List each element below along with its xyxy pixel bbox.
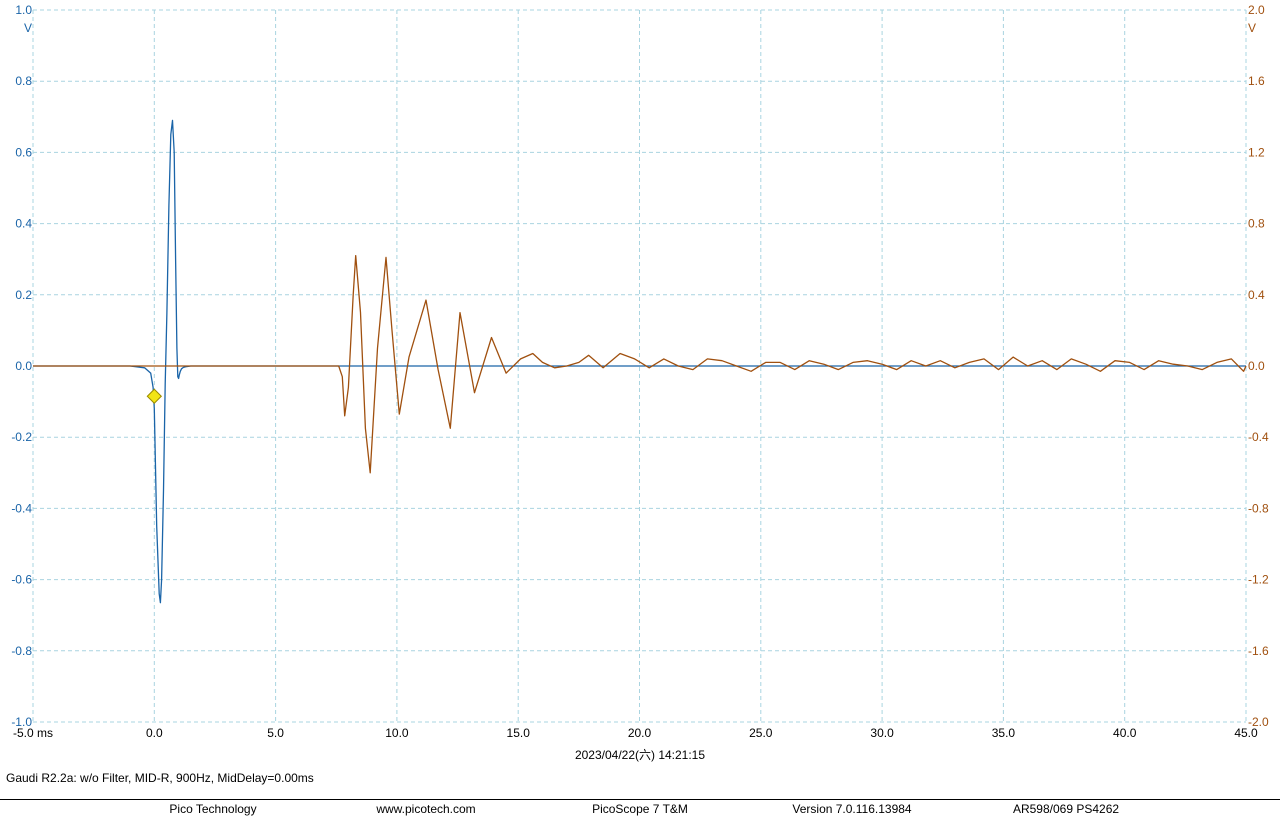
x-tick-label: 10.0: [385, 726, 409, 740]
capture-timestamp: 2023/04/22(六) 14:21:15: [574, 748, 706, 762]
left-axis-unit: V: [24, 21, 32, 35]
channel-b-trace: [33, 254, 1247, 474]
left-y-tick-label: 1.0: [15, 3, 32, 17]
x-tick-label: 45.0: [1234, 726, 1258, 740]
footer-company: Pico Technology: [169, 802, 257, 816]
left-y-tick-label: -0.8: [11, 644, 32, 658]
x-tick-label: 25.0: [749, 726, 773, 740]
x-tick-label: 15.0: [507, 726, 531, 740]
left-y-tick-label: 0.4: [15, 217, 32, 231]
footer-device: AR598/069 PS4262: [1012, 802, 1120, 816]
right-y-tick-label: 0.4: [1248, 288, 1265, 302]
x-tick-label: -5.0 ms: [13, 726, 53, 740]
left-y-tick-label: -0.4: [11, 501, 32, 515]
left-y-tick-label: 0.8: [15, 74, 32, 88]
right-y-tick-label: -1.2: [1248, 573, 1269, 587]
capture-caption: Gaudi R2.2a: w/o Filter, MID-R, 900Hz, M…: [6, 771, 314, 785]
right-y-tick-label: -0.8: [1248, 501, 1269, 515]
right-y-tick-label: -1.6: [1248, 644, 1269, 658]
right-axis-unit: V: [1248, 21, 1256, 35]
footer-bar: Pico Technology www.picotech.com PicoSco…: [0, 799, 1280, 816]
left-y-tick-label: -0.2: [11, 430, 32, 444]
right-y-tick-label: 2.0: [1248, 3, 1265, 17]
footer-version: Version 7.0.116.13984: [792, 802, 912, 816]
right-y-tick-label: -2.0: [1248, 715, 1269, 729]
x-tick-label: 20.0: [628, 726, 652, 740]
oscilloscope-chart: -5.0 ms 0.0 5.0 10.0 15.0 20.0 25.0 30.0 35.0 40.…: [11, 3, 1269, 740]
x-tick-label: 30.0: [870, 726, 894, 740]
right-y-tick-label: -0.4: [1248, 430, 1269, 444]
right-y-tick-label: 0.8: [1248, 217, 1265, 231]
left-y-tick-label: 0.0: [15, 359, 32, 373]
right-y-tick-label: 0.0: [1248, 359, 1265, 373]
footer-website[interactable]: www.picotech.com: [376, 802, 476, 816]
trigger-marker-icon: [146, 388, 163, 404]
right-y-tick-label: 1.6: [1248, 74, 1265, 88]
left-y-tick-label: 0.6: [15, 145, 32, 159]
left-y-tick-label: -1.0: [11, 715, 32, 729]
x-tick-label: 5.0: [267, 726, 284, 740]
footer-product: PicoScope 7 T&M: [592, 802, 688, 816]
left-y-tick-label: -0.6: [11, 573, 32, 587]
x-tick-label: 0.0: [146, 726, 163, 740]
left-y-tick-label: 0.2: [15, 288, 32, 302]
x-tick-label: 40.0: [1113, 726, 1137, 740]
right-y-tick-label: 1.2: [1248, 145, 1265, 159]
x-tick-label: 35.0: [992, 726, 1016, 740]
